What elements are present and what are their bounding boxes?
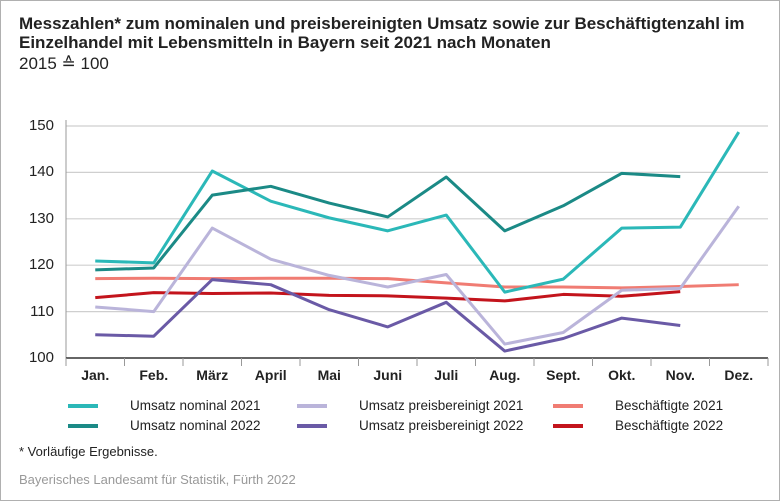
legend-swatch (553, 403, 583, 408)
x-tick-label: Okt. (608, 367, 636, 383)
legend-swatch (68, 403, 98, 408)
legend-swatch (553, 423, 583, 428)
series-line-umsatz-nominal-2022 (95, 171, 681, 272)
y-tick-label: 120 (28, 256, 54, 274)
series-line-besch-ftigte-2022 (95, 290, 681, 303)
plot-area (65, 120, 769, 366)
legend-label: Beschäftigte 2022 (615, 418, 724, 433)
legend-item: Umsatz nominal 2022 (68, 417, 261, 434)
series-line-umsatz-nominal-2021 (95, 131, 741, 294)
legend-label: Beschäftigte 2021 (615, 398, 724, 413)
x-tick-label: Dez. (724, 367, 754, 383)
x-tick-label: März (196, 367, 229, 383)
legend-item: Beschäftigte 2021 (553, 397, 723, 414)
legend-swatch (297, 403, 327, 408)
source-note: Bayerisches Landesamt für Statistik, Für… (19, 472, 296, 487)
x-tick-label: April (254, 367, 287, 383)
x-tick-label: Feb. (139, 367, 169, 383)
x-axis-labels: Jan. Feb. März April Mai Juni Juli Aug. Sept. Okt… (66, 366, 768, 384)
x-tick-label: Aug. (489, 367, 521, 383)
legend-label: Umsatz preisbereinigt 2021 (359, 398, 524, 413)
y-tick-label: 100 (28, 349, 54, 366)
x-tick-label: Juni (373, 367, 403, 383)
x-tick-label: Nov. (665, 367, 695, 383)
legend-item: Umsatz nominal 2021 (68, 397, 261, 414)
y-tick-label: 140 (28, 163, 54, 181)
x-tick-label: Mai (317, 367, 341, 383)
y-tick-label: 150 (28, 117, 54, 134)
chart-header: Messzahlen* zum nominalen und preisberei… (19, 14, 759, 74)
x-tick-label: Juli (434, 367, 459, 383)
y-tick-label: 110 (30, 302, 54, 320)
series-line-umsatz-preisbereinigt-2022 (95, 278, 681, 353)
legend-swatch (297, 423, 327, 428)
legend-label: Umsatz nominal 2021 (130, 398, 261, 413)
y-tick-label: 130 (28, 209, 54, 227)
legend-item: Beschäftigte 2022 (553, 417, 723, 434)
chart-title: Messzahlen* zum nominalen und preisberei… (19, 14, 745, 52)
legend-label: Umsatz nominal 2022 (130, 418, 261, 433)
x-tick-label: Jan. (81, 367, 110, 383)
series-line-umsatz-preisbereinigt-2021 (95, 205, 740, 346)
legend-swatch (68, 423, 98, 428)
footnote: * Vorläufige Ergebnisse. (19, 444, 158, 459)
legend-item: Umsatz preisbereinigt 2021 (297, 397, 523, 414)
chart-subtitle: 2015 ≙ 100 (19, 54, 109, 73)
x-tick-label: Sept. (546, 367, 581, 383)
legend-label: Umsatz preisbereinigt 2022 (359, 418, 524, 433)
legend-item: Umsatz preisbereinigt 2022 (297, 417, 523, 434)
